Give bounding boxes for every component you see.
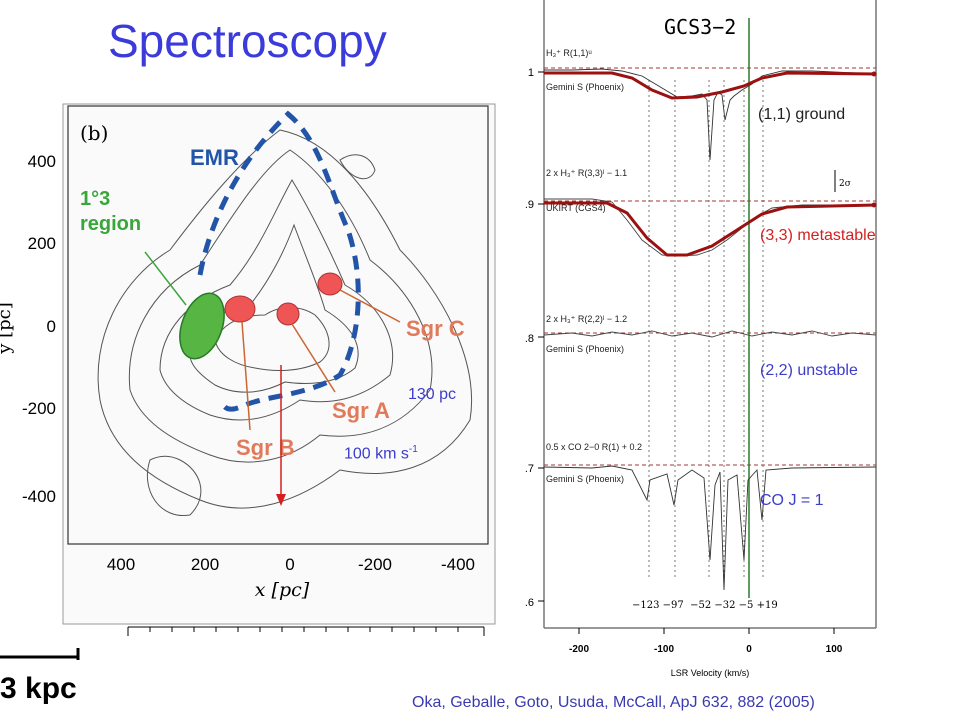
- annotation-unstable: (2,2) unstable: [760, 362, 858, 379]
- annotation-co: CO J = 1: [760, 492, 824, 509]
- region-label-1: 1°3: [80, 188, 110, 210]
- sgr-c-ellipse: [317, 272, 343, 296]
- sgr-b-label: Sgr B: [236, 435, 295, 460]
- y-tick: .8: [525, 333, 534, 345]
- y-tick: 200: [28, 234, 56, 253]
- sgr-c-label: Sgr C: [406, 316, 465, 341]
- slide-title: Spectroscopy: [108, 15, 387, 67]
- trace-4-instrument: Gemini S (Phoenix): [546, 474, 624, 484]
- velocity-label-sup: -1: [408, 444, 418, 455]
- map-frame: [67, 105, 489, 545]
- spectrum-y-ticks: 1 .9 .8 .7 .6: [525, 67, 534, 609]
- x-tick: 400: [107, 555, 135, 574]
- y-tick: -200: [22, 399, 56, 418]
- trace-2-fit: [544, 201, 877, 257]
- velocity-label-main: 100 km s: [344, 445, 409, 463]
- x-tick: 100: [826, 644, 843, 655]
- scale-bar-label: 3 kpc: [0, 672, 77, 705]
- x-tick: -200: [358, 555, 392, 574]
- spectrum-figure: GCS3−2 1 .9 .8 .7 .6: [525, 0, 882, 690]
- sigma-label: 2σ: [839, 179, 851, 189]
- trace-2-header: 2 x H₃⁺ R(3,3)ˡ − 1.1: [546, 168, 627, 178]
- annotation-metastable: (3,3) metastable: [760, 227, 876, 244]
- distance-label: 130 pc: [408, 386, 457, 403]
- trace-1-header: H₃⁺ R(1,1)ᵘ: [546, 48, 592, 58]
- trace-2-instrument: UKIRT (CGS4): [546, 203, 606, 213]
- velocity-markers: −123 −97 −52 −32 −5 +19: [632, 600, 778, 611]
- y-tick: 1: [528, 67, 534, 79]
- region-label-2: region: [80, 213, 141, 235]
- region-1-3-ellipse: [179, 292, 225, 360]
- galactic-center-map: (b) 400 200 0 -200 -400 y [pc] 400 200 0…: [0, 103, 496, 660]
- x-tick: -400: [441, 555, 475, 574]
- y-tick: 0: [47, 317, 56, 336]
- y-tick: .9: [525, 199, 534, 211]
- x-tick: 200: [191, 555, 219, 574]
- y-tick: 400: [28, 152, 56, 171]
- sgr-a-label: Sgr A: [332, 398, 390, 423]
- citation: Oka, Geballe, Goto, Usuda, McCall, ApJ 6…: [412, 694, 815, 711]
- map-xlabel: x [pc]: [255, 579, 310, 601]
- velocity-label: 100 km s-1: [344, 444, 418, 463]
- trace-3-instrument: Gemini S (Phoenix): [546, 344, 624, 354]
- annotation-ground: (1,1) ground: [758, 106, 846, 123]
- trace-1-instrument: Gemini S (Phoenix): [546, 82, 624, 92]
- x-tick: -200: [569, 644, 589, 655]
- y-tick: .6: [525, 597, 534, 609]
- sgr-b-ellipse: [224, 295, 256, 323]
- trace-4-data: [543, 465, 877, 591]
- spectrum-x-ticks: -200 -100 0 100: [569, 644, 843, 655]
- map-y-ticks: 400 200 0 -200 -400: [22, 152, 56, 506]
- map-x-ticks: 400 200 0 -200 -400: [107, 555, 475, 574]
- sgr-a-ellipse: [276, 302, 300, 326]
- velocity-arrowhead: [276, 494, 286, 506]
- x-tick: 0: [285, 555, 294, 574]
- y-tick: -400: [22, 487, 56, 506]
- panel-label: (b): [80, 121, 108, 145]
- map-contours: [97, 129, 472, 516]
- x-tick: 0: [746, 644, 752, 655]
- spectrum-title: GCS3−2: [664, 15, 736, 39]
- region-leader: [144, 251, 187, 306]
- scale-ruler: [127, 626, 485, 636]
- y-tick: .7: [525, 463, 534, 475]
- trace-3-data: [543, 330, 877, 338]
- spectrum-xlabel: LSR Velocity (km/s): [671, 668, 750, 678]
- sgr-leaders: [241, 289, 401, 431]
- velocity-verticals: [648, 80, 764, 580]
- trace-1-fit: [544, 71, 877, 100]
- emr-label: EMR: [190, 145, 239, 170]
- trace-4-header: 0.5 x CO 2−0 R(1) + 0.2: [546, 442, 642, 452]
- trace-3-header: 2 x H₃⁺ R(2,2)ˡ − 1.2: [546, 314, 627, 324]
- x-tick: -100: [654, 644, 674, 655]
- map-ylabel: y [pc]: [0, 302, 15, 355]
